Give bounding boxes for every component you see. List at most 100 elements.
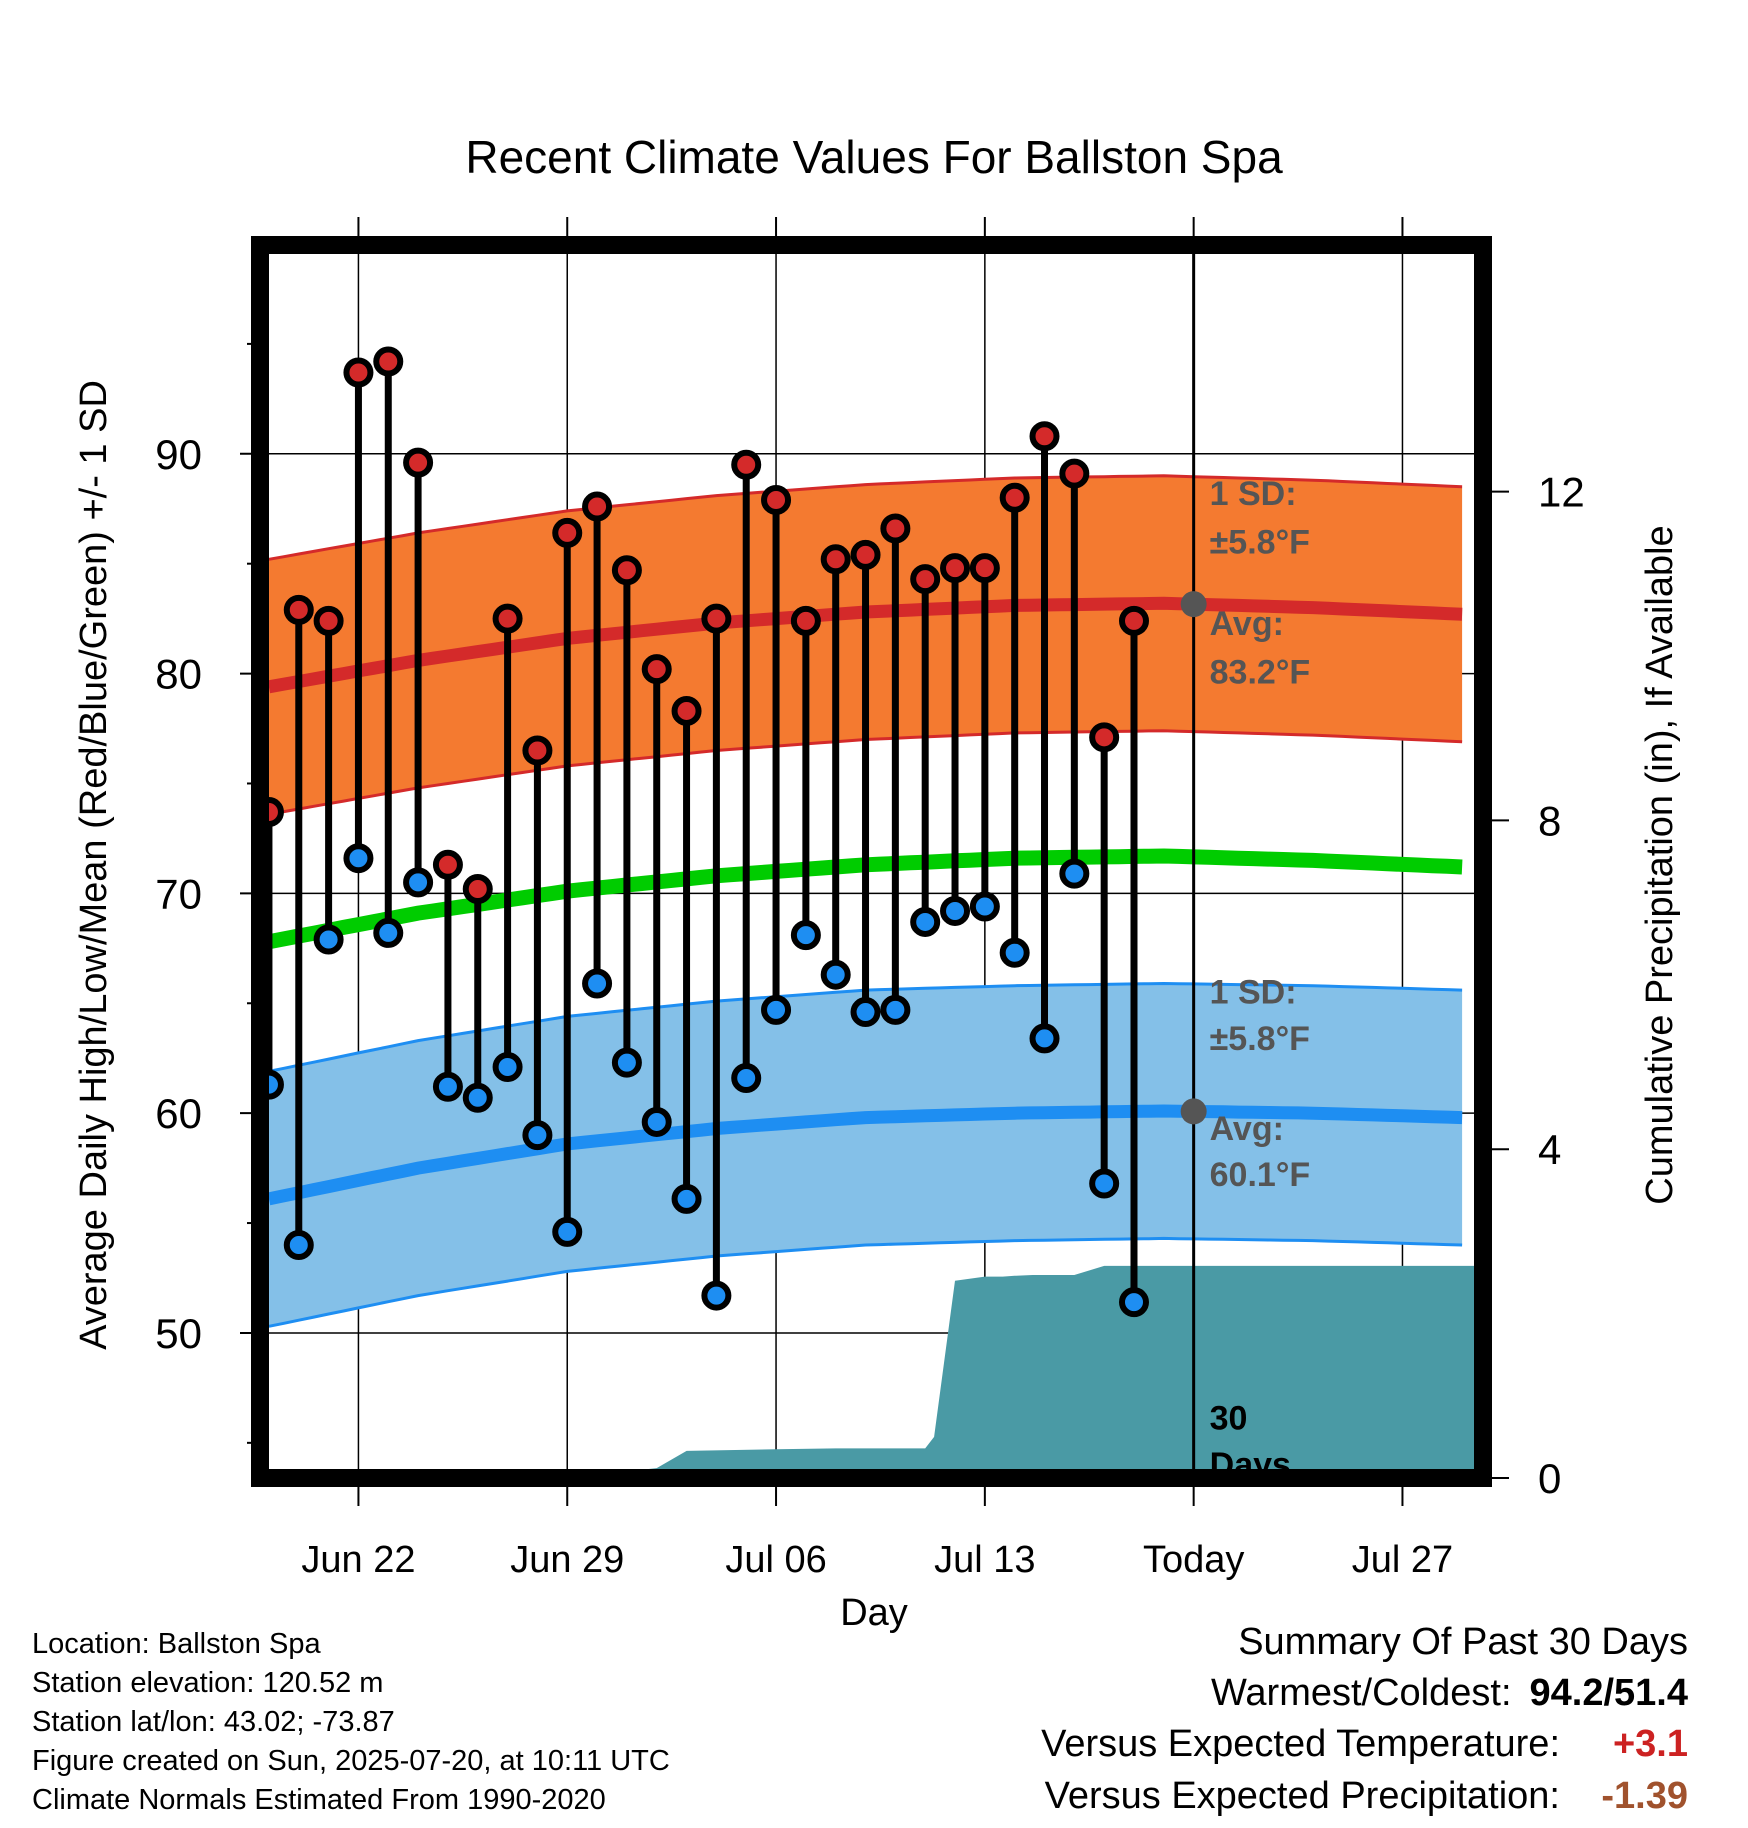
daily-high-point bbox=[552, 517, 583, 548]
x-tick-label: Jul 06 bbox=[725, 1539, 826, 1581]
daily-high-point bbox=[761, 484, 792, 515]
plot-area: 1 SD: ±5.8°F Avg: 83.2°F 1 SD: ±5.8°F Avg: 60.1… bbox=[260, 245, 1483, 1478]
daily-low-point bbox=[283, 1230, 314, 1261]
normal-high-band-upper bbox=[268, 474, 1463, 561]
daily-high-point bbox=[403, 447, 434, 478]
x-tick-label: Jul 27 bbox=[1352, 1539, 1453, 1581]
high-avg-label: Avg: bbox=[1210, 605, 1284, 643]
daily-low-point bbox=[432, 1071, 463, 1102]
footer-elevation: Station elevation: 120.52 m bbox=[32, 1667, 384, 1699]
x-tick-label: Jun 22 bbox=[301, 1539, 415, 1581]
daily-low-point bbox=[731, 1062, 762, 1093]
y2-tick-label: 4 bbox=[1538, 1126, 1561, 1173]
normal-low-line bbox=[267, 1104, 1463, 1206]
summary-warm-cold-value: 94.2/51.4 bbox=[1529, 1672, 1688, 1714]
axes: 50 60 70 80 90 0 4 8 12 Jun 22 Jun 29 Jul 06 Jul 13 T… bbox=[155, 217, 1585, 1581]
x-tick-label: Today bbox=[1143, 1539, 1244, 1581]
high-sd-value: ±5.8°F bbox=[1210, 524, 1310, 562]
daily-low-point bbox=[969, 891, 1000, 922]
daily-high-point bbox=[313, 605, 344, 636]
daily-low-point bbox=[880, 994, 911, 1025]
daily-high-point bbox=[582, 491, 613, 522]
summary-warm-cold-label: Warmest/Coldest: bbox=[1210, 1672, 1512, 1714]
daily-low-point bbox=[940, 895, 971, 926]
daily-low-point bbox=[313, 924, 344, 955]
daily-low-point bbox=[641, 1106, 672, 1137]
daily-low-point bbox=[910, 906, 941, 937]
daily-high-point bbox=[1118, 605, 1149, 636]
precip-area bbox=[268, 1265, 1483, 1478]
daily-low-point bbox=[462, 1082, 493, 1113]
plot-frame bbox=[251, 236, 1492, 1487]
daily-high-point bbox=[641, 654, 672, 685]
y-tick-label: 90 bbox=[155, 431, 202, 478]
low-avg-label: Avg: bbox=[1210, 1110, 1284, 1148]
daily-low-point bbox=[343, 843, 374, 874]
daily-high-point bbox=[671, 695, 702, 726]
normal-low-band-lower bbox=[268, 1236, 1463, 1328]
daily-high-point bbox=[611, 555, 642, 586]
daily-low-point bbox=[1118, 1287, 1149, 1318]
daily-high-point bbox=[343, 357, 374, 388]
summary-precip: Versus Expected Precipitation: -1.39 bbox=[1045, 1775, 1688, 1818]
daily-high-point bbox=[999, 482, 1030, 513]
daily-high-point bbox=[880, 513, 911, 544]
summary-title: Summary Of Past 30 Days bbox=[1238, 1621, 1688, 1663]
high-sd-label: 1 SD: bbox=[1210, 475, 1297, 513]
x-tick-label: Jun 29 bbox=[510, 1539, 624, 1581]
daily-low-point bbox=[403, 867, 434, 898]
low-avg-value: 60.1°F bbox=[1210, 1156, 1311, 1194]
summary-temp: Versus Expected Temperature: +3.1 bbox=[1041, 1723, 1688, 1766]
daily-high-point bbox=[1089, 722, 1120, 753]
footer-latlon: Station lat/lon: 43.02; -73.87 bbox=[32, 1706, 395, 1738]
daily-low-point bbox=[671, 1183, 702, 1214]
y-tick-label: 70 bbox=[155, 870, 202, 917]
daily-low-point bbox=[373, 917, 404, 948]
daily-high-point bbox=[522, 735, 553, 766]
y-axis-label-left: Average Daily High/Low/Mean (Red/Blue/Gr… bbox=[73, 380, 115, 1350]
today-high-avg-marker bbox=[1180, 591, 1207, 618]
x-axis-label: Day bbox=[840, 1592, 908, 1634]
daily-high-point bbox=[432, 849, 463, 880]
daily-low-point bbox=[552, 1216, 583, 1247]
x-tick-label: Jul 13 bbox=[934, 1539, 1035, 1581]
daily-high-point bbox=[969, 553, 1000, 584]
daily-low-point bbox=[820, 959, 851, 990]
daily-low-point bbox=[850, 997, 881, 1028]
daily-high-point bbox=[910, 564, 941, 595]
daily-high-point bbox=[462, 873, 493, 904]
daily-low-point bbox=[582, 968, 613, 999]
y-axis-label-right: Cumulative Precipitation (in), If Availa… bbox=[1639, 525, 1681, 1204]
chart-title: Recent Climate Values For Ballston Spa bbox=[465, 131, 1283, 183]
daily-high-point bbox=[731, 449, 762, 480]
summary-temp-value: +3.1 bbox=[1612, 1723, 1688, 1765]
summary-warm-cold: Warmest/Coldest: 94.2/51.4 bbox=[1211, 1672, 1688, 1715]
daily-low-point bbox=[522, 1120, 553, 1151]
high-avg-value: 83.2°F bbox=[1210, 653, 1311, 691]
footer-normals: Climate Normals Estimated From 1990-2020 bbox=[32, 1784, 606, 1816]
y2-tick-label: 8 bbox=[1538, 797, 1561, 844]
days-label-number: 30 bbox=[1210, 1400, 1248, 1438]
y2-tick-label: 12 bbox=[1538, 469, 1585, 516]
footer-created: Figure created on Sun, 2025-07-20, at 10… bbox=[32, 1745, 670, 1777]
daily-high-point bbox=[701, 603, 732, 634]
daily-low-point bbox=[492, 1052, 523, 1082]
low-sd-value: ±5.8°F bbox=[1210, 1020, 1310, 1058]
daily-high-point bbox=[1029, 421, 1060, 452]
daily-low-point bbox=[1029, 1023, 1060, 1054]
footer-location: Location: Ballston Spa bbox=[32, 1628, 321, 1660]
daily-high-point bbox=[373, 346, 404, 377]
low-sd-label: 1 SD: bbox=[1210, 974, 1297, 1012]
daily-high-point bbox=[492, 603, 523, 634]
summary-precip-label: Versus Expected Precipitation: bbox=[1044, 1775, 1560, 1817]
daily-high-point bbox=[790, 605, 821, 636]
y2-tick-label: 0 bbox=[1538, 1455, 1561, 1502]
daily-high-point bbox=[850, 539, 881, 570]
daily-high-point bbox=[820, 544, 851, 575]
daily-high-point bbox=[283, 594, 314, 625]
daily-low-point bbox=[1059, 858, 1090, 889]
today-low-avg-marker bbox=[1180, 1098, 1207, 1125]
summary-precip-value: -1.39 bbox=[1601, 1775, 1688, 1817]
daily-low-point bbox=[999, 937, 1030, 968]
